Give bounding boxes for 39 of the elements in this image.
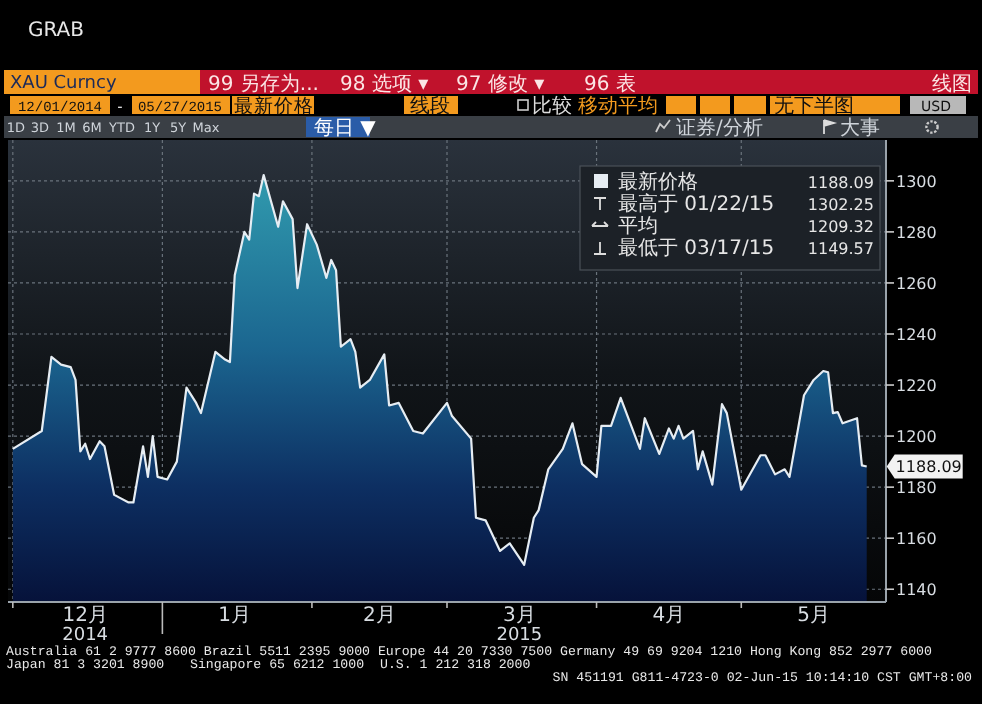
- text: 97 修改 ▾: [456, 74, 545, 96]
- annotation: 证券/分析: [676, 116, 763, 140]
- text: 99 另存为...: [208, 72, 319, 96]
- x-tick-label: 12月 2014: [62, 605, 109, 646]
- text: 比较: [532, 94, 572, 118]
- annotation: 1149.57: [807, 240, 874, 258]
- annotation: 大事: [840, 116, 880, 140]
- y-tick-label: 1200: [896, 428, 937, 447]
- text: 最新价格: [234, 94, 314, 118]
- y-tick-label: 1260: [896, 274, 937, 293]
- text: 移动平均: [578, 94, 658, 118]
- y-tick-label: 1220: [896, 377, 937, 396]
- text: 线段: [410, 94, 450, 118]
- annotation: 每日 ▼: [314, 116, 377, 140]
- x-tick-label: 2月: [363, 605, 396, 627]
- text: 线图: [932, 72, 972, 96]
- annotation: 1209.32: [807, 218, 874, 236]
- chart-title: GRAB: [28, 20, 85, 42]
- text: 98 选项 ▾: [340, 72, 429, 96]
- y-tick-label: 1240: [896, 325, 937, 344]
- x-tick-label: 5月: [797, 605, 831, 627]
- legend-label: 最新价格: [618, 170, 698, 194]
- annotation: 最低于 03/17/15: [618, 238, 775, 260]
- y-tick-label: 1300: [896, 172, 937, 191]
- annotation: 1188.09: [895, 458, 962, 477]
- annotation: 1302.25: [807, 196, 874, 214]
- text: 96 表: [584, 72, 636, 96]
- x-tick-label: 3月 2015: [496, 605, 543, 646]
- annotation: 平均: [618, 214, 658, 238]
- y-tick-label: 1140: [896, 581, 937, 600]
- annotation: 最高于 01/22/15: [618, 192, 775, 216]
- y-tick-label: 1160: [896, 530, 937, 549]
- y-tick-label: 1280: [896, 223, 937, 242]
- x-tick-label: 4月: [652, 605, 686, 627]
- text: XAU Curncy: [10, 74, 118, 94]
- annotation: 1188.09: [807, 174, 874, 192]
- x-tick-label: 1月: [218, 605, 252, 627]
- y-tick-label: 1180: [896, 479, 937, 498]
- text: 无下半图: [774, 94, 854, 118]
